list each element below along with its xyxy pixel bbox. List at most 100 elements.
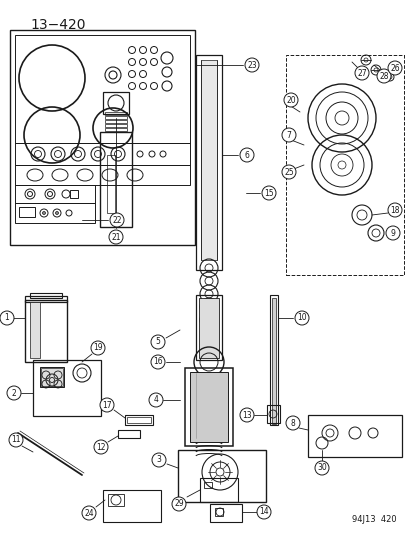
Bar bbox=[127, 417, 151, 423]
Text: 13: 13 bbox=[242, 410, 251, 419]
Circle shape bbox=[82, 506, 96, 520]
Bar bbox=[105, 112, 127, 115]
Bar bbox=[204, 482, 211, 488]
Circle shape bbox=[240, 148, 254, 162]
Bar bbox=[209, 504, 242, 522]
Bar bbox=[185, 368, 233, 446]
Bar bbox=[199, 298, 218, 358]
Text: 20: 20 bbox=[285, 95, 295, 104]
Circle shape bbox=[55, 212, 58, 214]
Circle shape bbox=[100, 398, 114, 412]
Bar bbox=[25, 296, 67, 302]
Text: 9: 9 bbox=[389, 229, 394, 238]
Text: 4: 4 bbox=[153, 395, 158, 405]
Text: 3: 3 bbox=[156, 456, 161, 464]
Circle shape bbox=[256, 505, 271, 519]
Bar bbox=[269, 295, 277, 425]
Bar bbox=[30, 302, 40, 358]
Bar bbox=[178, 450, 266, 502]
Text: 6: 6 bbox=[244, 150, 249, 159]
Bar bbox=[70, 190, 78, 198]
Text: 30: 30 bbox=[316, 464, 326, 472]
Text: 24: 24 bbox=[84, 508, 94, 518]
Circle shape bbox=[281, 165, 295, 179]
Bar bbox=[201, 60, 216, 260]
Bar bbox=[15, 185, 95, 203]
Circle shape bbox=[283, 93, 297, 107]
Text: 15: 15 bbox=[263, 189, 273, 198]
Bar bbox=[105, 124, 127, 127]
Text: 27: 27 bbox=[356, 69, 366, 77]
Bar bbox=[33, 360, 101, 416]
Bar bbox=[40, 367, 64, 387]
Bar bbox=[10, 30, 195, 245]
Text: 94J13  420: 94J13 420 bbox=[351, 515, 396, 524]
Circle shape bbox=[354, 66, 368, 80]
Circle shape bbox=[151, 335, 165, 349]
Text: 14: 14 bbox=[259, 507, 268, 516]
Bar bbox=[41, 368, 63, 386]
Circle shape bbox=[385, 226, 399, 240]
Text: 25: 25 bbox=[283, 167, 293, 176]
Text: 13−420: 13−420 bbox=[30, 18, 85, 32]
Text: 11: 11 bbox=[11, 435, 21, 445]
Text: 1: 1 bbox=[5, 313, 9, 322]
Text: 19: 19 bbox=[93, 343, 102, 352]
Text: 18: 18 bbox=[389, 206, 399, 214]
Text: 12: 12 bbox=[96, 442, 105, 451]
Bar bbox=[105, 128, 127, 131]
Circle shape bbox=[294, 311, 308, 325]
Circle shape bbox=[110, 213, 124, 227]
Text: 16: 16 bbox=[153, 358, 162, 367]
Circle shape bbox=[285, 416, 299, 430]
Bar bbox=[195, 55, 221, 270]
Bar bbox=[307, 415, 401, 457]
Text: 17: 17 bbox=[102, 400, 112, 409]
Bar bbox=[100, 132, 132, 227]
Bar bbox=[199, 478, 237, 502]
Text: 26: 26 bbox=[389, 63, 399, 72]
Bar bbox=[285, 55, 403, 275]
Circle shape bbox=[261, 186, 275, 200]
Circle shape bbox=[151, 355, 165, 369]
Bar bbox=[105, 120, 127, 123]
Text: 22: 22 bbox=[112, 215, 121, 224]
Text: 23: 23 bbox=[247, 61, 256, 69]
Bar bbox=[30, 293, 62, 298]
Circle shape bbox=[376, 69, 390, 83]
Circle shape bbox=[109, 230, 123, 244]
Text: 2: 2 bbox=[12, 389, 17, 398]
Circle shape bbox=[91, 341, 105, 355]
Text: 10: 10 bbox=[297, 313, 306, 322]
Bar bbox=[103, 490, 161, 522]
Circle shape bbox=[149, 393, 163, 407]
Bar bbox=[214, 508, 223, 516]
Circle shape bbox=[281, 128, 295, 142]
Text: 5: 5 bbox=[155, 337, 160, 346]
Bar bbox=[15, 35, 190, 143]
Bar bbox=[103, 92, 129, 114]
Circle shape bbox=[9, 433, 23, 447]
Bar bbox=[25, 300, 67, 362]
Circle shape bbox=[152, 453, 166, 467]
Text: 28: 28 bbox=[378, 71, 388, 80]
Text: 8: 8 bbox=[290, 418, 294, 427]
Circle shape bbox=[387, 203, 401, 217]
Bar bbox=[105, 116, 127, 119]
Circle shape bbox=[94, 440, 108, 454]
Circle shape bbox=[314, 461, 328, 475]
Bar bbox=[195, 295, 221, 360]
Bar bbox=[190, 372, 228, 442]
Circle shape bbox=[244, 58, 259, 72]
Bar bbox=[107, 155, 115, 213]
Text: 29: 29 bbox=[174, 499, 183, 508]
Bar bbox=[15, 203, 95, 223]
Circle shape bbox=[0, 311, 14, 325]
Bar bbox=[19, 207, 35, 217]
Circle shape bbox=[7, 386, 21, 400]
Bar bbox=[271, 298, 275, 424]
Bar bbox=[125, 415, 153, 425]
Text: 21: 21 bbox=[111, 232, 121, 241]
Bar bbox=[15, 143, 190, 165]
Bar bbox=[266, 405, 279, 423]
